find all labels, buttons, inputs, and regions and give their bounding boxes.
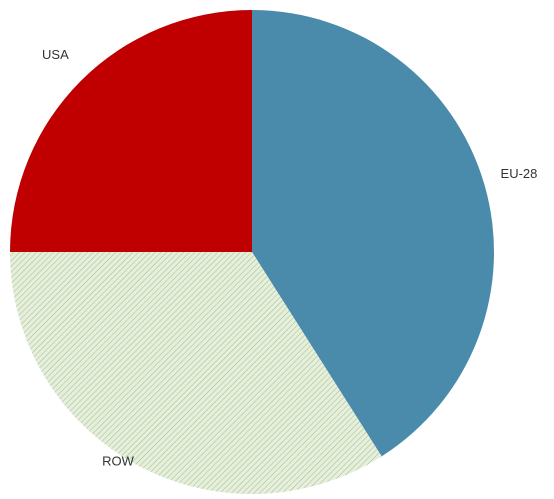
slice-label: USA xyxy=(42,47,69,62)
pie-slice xyxy=(10,252,382,494)
pie-slice xyxy=(10,10,252,252)
pie-slice xyxy=(252,10,494,457)
slice-label: ROW xyxy=(102,453,135,468)
slice-label: EU-28 xyxy=(501,166,538,181)
